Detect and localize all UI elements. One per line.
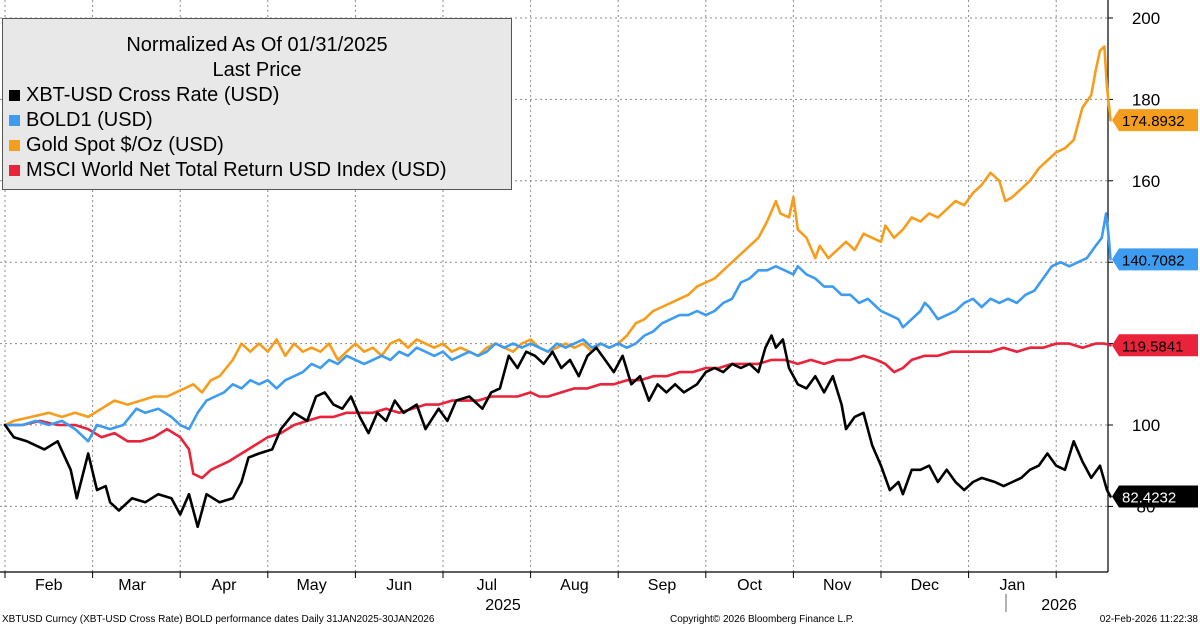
value-tag-label-msci: 119.5841 [1122, 338, 1183, 355]
value-tag-bold1 [1112, 248, 1198, 271]
x-tick-label: Mar [118, 577, 146, 594]
y-tick-label: 180 [1132, 90, 1160, 109]
value-tag-label-gold: 174.8932 [1122, 113, 1185, 130]
value-tag-label-bold1: 140.7082 [1122, 252, 1185, 269]
chart-legend: Normalized As Of 01/31/2025 Last Price X… [2, 18, 512, 190]
y-tick-label: 160 [1132, 172, 1160, 191]
series-line-msci [3, 342, 1112, 480]
y-tick-label: 100 [1132, 416, 1160, 435]
value-tag-xbt [1112, 485, 1198, 508]
x-tick-label: Jan [1000, 577, 1026, 594]
legend-label-xbt: XBT-USD Cross Rate (USD) [26, 84, 280, 106]
footer-source: XBTUSD Curncy (XBT-USD Cross Rate) BOLD … [2, 614, 435, 625]
chart-title: Normalized As Of 01/31/2025 [126, 34, 388, 56]
legend-swatch-gold [9, 140, 20, 151]
footer-copyright: Copyright© 2026 Bloomberg Finance L.P. [670, 614, 854, 625]
y-tick-label: 200 [1132, 9, 1160, 28]
x-tick-label: Dec [911, 577, 939, 594]
legend-label-bold1: BOLD1 (USD) [26, 109, 153, 131]
x-tick-label: Jul [477, 577, 497, 594]
x-year-label-2025: 2025 [485, 597, 521, 614]
x-tick-label: Apr [212, 577, 238, 594]
legend-swatch-bold1 [9, 115, 20, 126]
footer-timestamp: 02-Feb-2026 11:22:38 [1099, 614, 1198, 625]
legend-swatch-xbt [9, 90, 20, 101]
last-value-tags: 82.4232 140.7082 174.8932 119.5841 [1112, 109, 1198, 508]
x-tick-label: Nov [823, 577, 851, 594]
value-tag-msci [1112, 334, 1198, 357]
x-tick-label: Oct [737, 577, 762, 594]
x-tick-label: Aug [560, 577, 588, 594]
series-line-xbt [3, 334, 1112, 529]
x-year-label-2026: 2026 [1041, 597, 1077, 614]
x-tick-label: Feb [35, 577, 63, 594]
legend-item-bold1: BOLD1 (USD) [3, 108, 511, 133]
value-tag-label-xbt: 82.4232 [1122, 490, 1176, 507]
legend-item-xbt: XBT-USD Cross Rate (USD) [3, 83, 511, 108]
legend-item-msci: MSCI World Net Total Return USD Index (U… [3, 158, 511, 183]
x-tick-label: Sep [648, 577, 677, 594]
legend-item-gold: Gold Spot $/Oz (USD) [3, 133, 511, 158]
series-line-bold1 [3, 212, 1112, 443]
value-tag-gold [1112, 109, 1198, 132]
legend-label-gold: Gold Spot $/Oz (USD) [26, 134, 224, 156]
legend-label-msci: MSCI World Net Total Return USD Index (U… [26, 159, 447, 181]
x-tick-label: Jun [386, 577, 412, 594]
x-tick-label: May [296, 577, 326, 594]
series-layer [3, 45, 1112, 529]
legend-swatch-msci [9, 165, 20, 176]
chart-subtitle: Last Price [212, 59, 302, 81]
